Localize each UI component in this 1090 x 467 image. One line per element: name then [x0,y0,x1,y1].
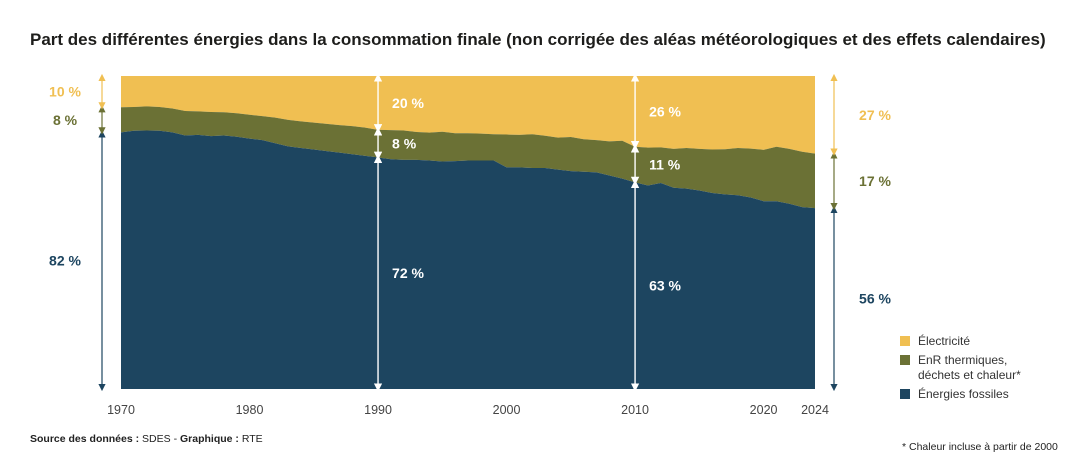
legend-swatch-electricite [900,336,910,346]
source-value: SDES [142,433,171,445]
annotation-enr-1970: 8 % [53,112,78,128]
x-tick-label: 2000 [493,403,521,417]
chart-legend: Électricité EnR thermiques, déchets et c… [900,334,1048,406]
chart-title: Part des différentes énergies dans la co… [30,30,1046,49]
annotation-fossiles-1970: 82 % [49,253,81,269]
area-fossiles [121,130,815,389]
annotation-electricite-1970: 10 % [49,84,81,100]
annotation-electricite-2010: 26 % [649,103,681,119]
x-tick-label: 2010 [621,403,649,417]
area-electricite [121,76,815,154]
legend-swatch-fossiles [900,389,910,399]
source-label: Source des données : [30,433,140,445]
x-tick-label: 1980 [236,403,264,417]
legend-swatch-enr [900,355,910,365]
legend-item-enr: EnR thermiques, déchets et chaleur* [900,353,1048,383]
source-separator: - [173,433,178,445]
legend-label-enr: EnR thermiques, déchets et chaleur* [918,353,1021,382]
x-tick-label: 2024 [801,403,829,417]
legend-label-electricite: Électricité [918,334,971,348]
legend-item-electricite: Électricité [900,334,1048,349]
legend-item-fossiles: Énergies fossiles [900,387,1048,402]
graphic-value: RTE [241,433,263,445]
annotation-electricite-1990: 20 % [392,95,424,111]
annotation-fossiles-2024: 56 % [859,291,891,307]
annotation-enr-2010: 11 % [649,157,681,173]
legend-label-fossiles: Énergies fossiles [918,387,1009,401]
annotation-electricite-2024: 27 % [859,107,891,123]
annotation-fossiles-1990: 72 % [392,265,424,281]
x-tick-label: 1970 [107,403,135,417]
source-note: Source des données : SDES - Graphique : … [30,433,263,445]
area-enr [121,106,815,209]
x-tick-label: 1990 [364,403,392,417]
annotation-enr-1990: 8 % [392,136,417,152]
annotation-enr-2024: 17 % [859,173,891,189]
x-tick-label: 2020 [750,403,778,417]
graphic-label: Graphique : [179,433,239,445]
footnote: * Chaleur incluse à partir de 2000 [902,441,1058,453]
annotation-fossiles-2010: 63 % [649,278,681,294]
